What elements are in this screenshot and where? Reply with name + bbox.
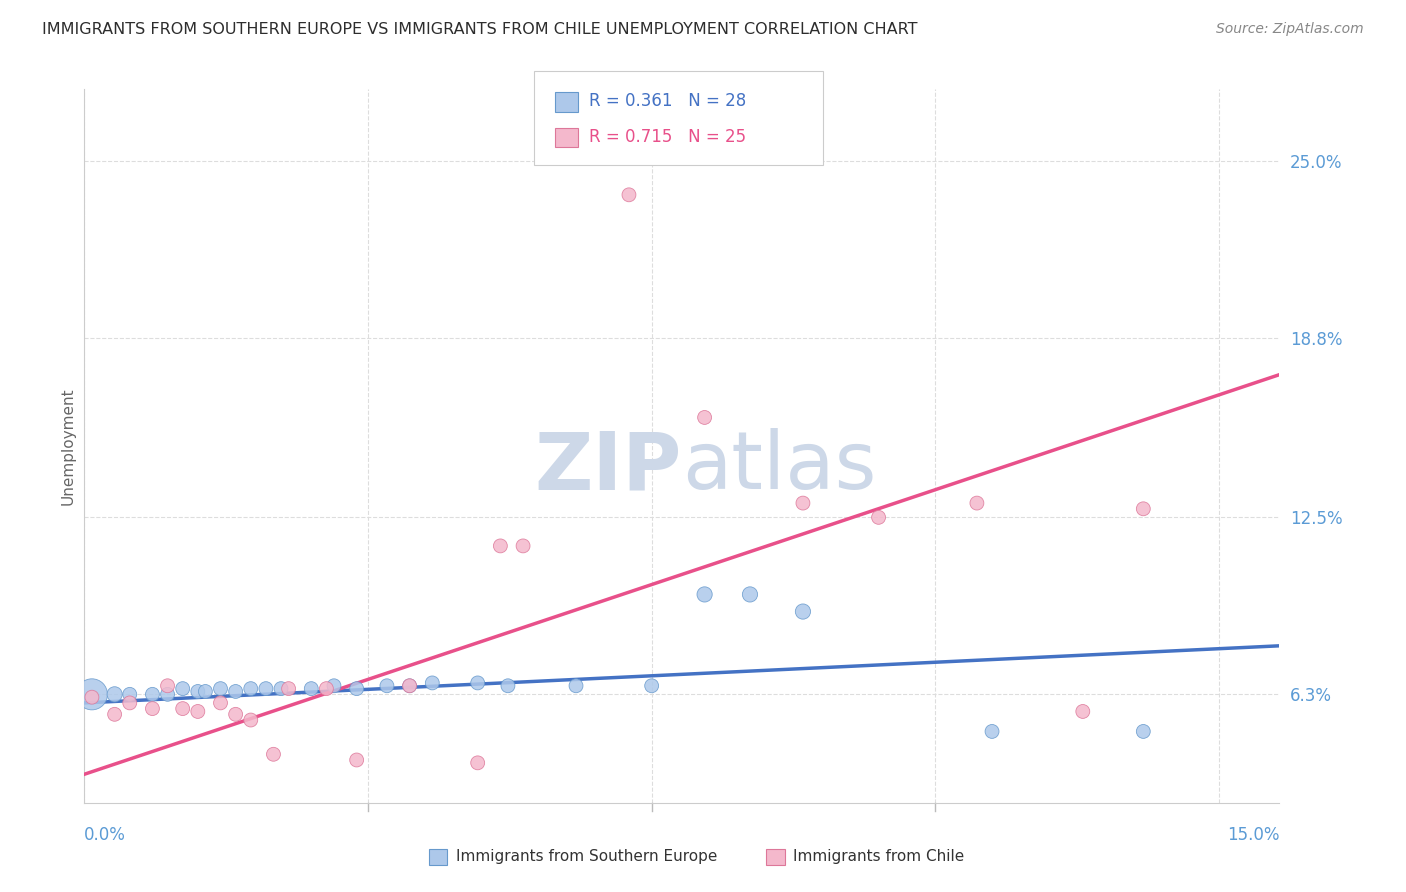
Point xyxy=(141,687,163,701)
Point xyxy=(315,681,337,696)
Text: atlas: atlas xyxy=(682,428,876,507)
Text: 15.0%: 15.0% xyxy=(1227,826,1279,844)
Point xyxy=(792,605,814,619)
Point xyxy=(467,756,489,770)
Text: R = 0.361   N = 28: R = 0.361 N = 28 xyxy=(589,92,747,110)
Text: ZIP: ZIP xyxy=(534,428,682,507)
Point xyxy=(80,690,103,705)
Point xyxy=(141,701,163,715)
Point xyxy=(239,681,262,696)
Text: Immigrants from Southern Europe: Immigrants from Southern Europe xyxy=(456,849,717,864)
Point xyxy=(156,679,179,693)
Point xyxy=(104,687,127,701)
Point xyxy=(375,679,398,693)
Point xyxy=(693,410,716,425)
Point xyxy=(209,696,232,710)
Y-axis label: Unemployment: Unemployment xyxy=(60,387,76,505)
Point xyxy=(270,681,292,696)
Point xyxy=(262,747,284,762)
Text: 0.0%: 0.0% xyxy=(84,826,127,844)
Point xyxy=(868,510,890,524)
Point xyxy=(156,687,179,701)
Point xyxy=(104,707,127,722)
Point xyxy=(738,587,761,601)
Point xyxy=(277,681,299,696)
Point xyxy=(398,679,420,693)
Point xyxy=(209,681,232,696)
Point xyxy=(1071,705,1094,719)
Point xyxy=(254,681,277,696)
Point xyxy=(187,705,209,719)
Point xyxy=(118,687,141,701)
Point xyxy=(617,187,640,202)
Point xyxy=(420,676,443,690)
Text: R = 0.715   N = 25: R = 0.715 N = 25 xyxy=(589,128,747,145)
Point xyxy=(225,684,247,698)
Point xyxy=(323,679,346,693)
Point xyxy=(792,496,814,510)
Text: IMMIGRANTS FROM SOUTHERN EUROPE VS IMMIGRANTS FROM CHILE UNEMPLOYMENT CORRELATIO: IMMIGRANTS FROM SOUTHERN EUROPE VS IMMIG… xyxy=(42,22,918,37)
Point xyxy=(172,681,194,696)
Point xyxy=(398,679,420,693)
Point xyxy=(489,539,512,553)
Point xyxy=(693,587,716,601)
Point xyxy=(187,684,209,698)
Point xyxy=(1132,724,1154,739)
Point xyxy=(640,679,662,693)
Point xyxy=(496,679,519,693)
Point xyxy=(346,681,368,696)
Point xyxy=(299,681,322,696)
Text: Source: ZipAtlas.com: Source: ZipAtlas.com xyxy=(1216,22,1364,37)
Point xyxy=(239,713,262,727)
Text: Immigrants from Chile: Immigrants from Chile xyxy=(793,849,965,864)
Point xyxy=(346,753,368,767)
Point xyxy=(512,539,534,553)
Point xyxy=(565,679,588,693)
Point xyxy=(1132,501,1154,516)
Point xyxy=(225,707,247,722)
Point xyxy=(981,724,1004,739)
Point xyxy=(172,701,194,715)
Point xyxy=(80,687,103,701)
Point xyxy=(194,684,217,698)
Point xyxy=(118,696,141,710)
Point xyxy=(467,676,489,690)
Point xyxy=(966,496,988,510)
